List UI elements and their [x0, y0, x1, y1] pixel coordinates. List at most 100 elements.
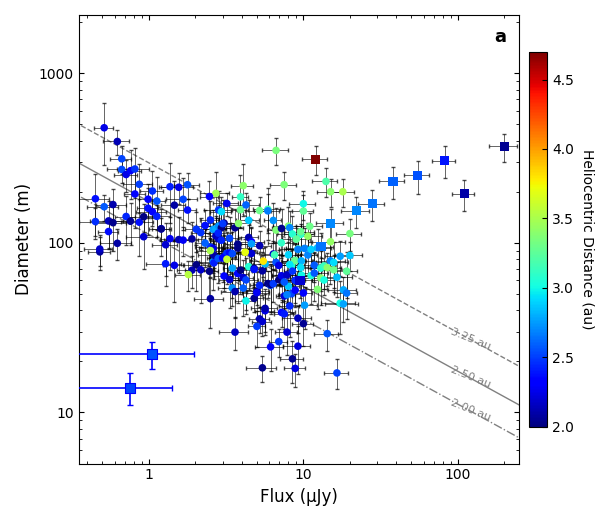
Point	[263, 207, 273, 215]
Point	[211, 232, 221, 240]
Point	[322, 329, 332, 338]
Point	[99, 123, 109, 132]
Point	[266, 281, 276, 290]
Point	[295, 276, 305, 284]
Point	[271, 146, 281, 155]
Point	[222, 249, 232, 257]
Point	[254, 206, 264, 215]
Point	[228, 284, 237, 292]
Point	[182, 181, 192, 189]
Point	[95, 247, 105, 256]
Point	[235, 205, 245, 214]
Point	[252, 322, 262, 330]
Point	[222, 255, 232, 264]
Point	[284, 282, 293, 291]
Point	[160, 259, 170, 268]
Point	[104, 227, 113, 235]
Point	[339, 286, 348, 294]
Point	[255, 315, 265, 323]
Point	[303, 251, 313, 259]
Point	[230, 288, 240, 296]
Point	[313, 285, 323, 293]
Point	[224, 234, 234, 242]
Point	[218, 219, 228, 228]
Point	[121, 170, 131, 179]
Point	[99, 203, 109, 211]
Point	[208, 225, 218, 233]
Point	[345, 229, 355, 238]
Point	[336, 252, 345, 260]
Point	[282, 271, 292, 279]
Point	[279, 278, 289, 286]
Point	[249, 265, 259, 274]
Point	[208, 244, 218, 253]
Point	[204, 192, 214, 201]
Point	[218, 254, 228, 262]
Point	[192, 260, 201, 269]
Point	[244, 263, 254, 271]
Point	[268, 250, 278, 258]
Point	[209, 259, 219, 267]
Point	[148, 207, 157, 216]
Point	[143, 204, 153, 213]
Point	[306, 245, 316, 254]
Point	[326, 219, 336, 228]
Point	[206, 294, 215, 303]
Point	[290, 286, 300, 294]
Point	[296, 271, 306, 279]
Point	[143, 195, 153, 203]
Point	[112, 239, 122, 247]
Point	[336, 299, 345, 307]
Point	[293, 245, 303, 254]
Point	[187, 266, 197, 275]
Point	[290, 364, 300, 373]
Point	[108, 218, 118, 227]
Point	[290, 256, 300, 265]
Text: 3.25 au: 3.25 au	[449, 326, 492, 351]
Point	[235, 266, 245, 275]
Point	[148, 350, 157, 358]
Point	[368, 200, 378, 208]
Point	[459, 190, 469, 198]
Point	[139, 232, 149, 241]
Point	[305, 222, 315, 230]
Point	[309, 269, 319, 277]
Point	[152, 197, 162, 205]
Point	[246, 238, 256, 246]
Point	[252, 289, 262, 297]
Point	[319, 262, 329, 270]
Point	[287, 355, 297, 363]
Point	[174, 235, 184, 244]
Point	[230, 224, 240, 232]
Point	[292, 235, 301, 243]
Point	[217, 224, 226, 232]
Point	[187, 234, 197, 243]
Point	[326, 238, 336, 246]
Point	[293, 245, 303, 253]
Point	[134, 180, 144, 189]
Point	[277, 308, 287, 317]
Point	[329, 258, 339, 267]
Point	[440, 156, 450, 165]
Point	[313, 244, 323, 252]
Point	[165, 182, 175, 191]
Point	[235, 193, 245, 201]
Point	[178, 195, 188, 204]
Y-axis label: Diameter (m): Diameter (m)	[15, 183, 33, 295]
Point	[196, 228, 206, 237]
Point	[293, 245, 303, 254]
Point	[160, 241, 170, 249]
Point	[284, 222, 293, 230]
Point	[241, 296, 251, 305]
Point	[296, 263, 306, 271]
Point	[274, 338, 284, 346]
Point	[298, 319, 308, 328]
Point	[309, 261, 319, 269]
Point	[230, 328, 240, 336]
Point	[326, 188, 336, 196]
Point	[342, 289, 351, 297]
Point	[170, 261, 179, 269]
Point	[239, 274, 248, 282]
Point	[329, 266, 339, 274]
Point	[277, 225, 287, 233]
